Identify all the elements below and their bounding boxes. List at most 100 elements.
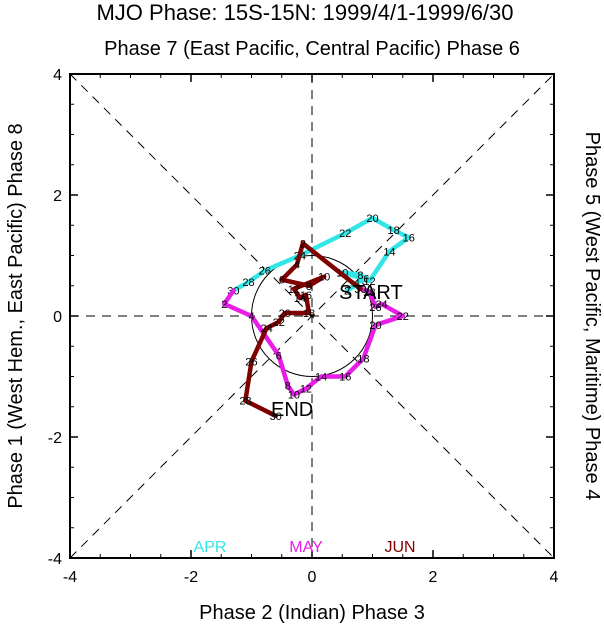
day-label: 4 [294,260,300,272]
day-label: 6 [279,275,285,287]
data-point [262,268,267,273]
day-label: 6 [276,350,282,362]
data-point [358,272,363,277]
day-label: 14 [294,293,306,305]
data-point [273,413,278,418]
series-line [243,241,363,419]
day-label: 22 [339,228,351,240]
data-point [297,295,302,300]
day-label: 12 [363,276,375,288]
day-label: 26 [245,356,257,368]
y-tick-label: 2 [53,188,62,205]
day-label: 16 [300,290,312,302]
data-point [364,276,369,281]
day-label: 28 [242,277,254,289]
day-label: 30 [270,411,282,423]
day-label: 22 [273,317,285,329]
data-point [285,383,290,388]
data-point [306,310,311,315]
data-point [222,301,227,306]
data-point [231,288,236,293]
day-label: 8 [306,281,312,293]
day-label: 28 [363,287,375,299]
x-tick-label: 2 [429,569,438,586]
legend-may: MAY [289,539,323,556]
day-label: 16 [339,372,351,384]
data-point [264,326,269,331]
x-tick-label: -4 [63,569,77,586]
x-tick-label: 4 [550,569,559,586]
day-label: 26 [259,266,271,278]
data-point [373,323,378,328]
data-point [306,283,311,288]
x-tick-label: -2 [184,569,198,586]
data-point [379,301,384,306]
day-label: 18 [303,308,315,320]
trajectory-series: 2468101214161820222426283024681012141618… [221,213,415,423]
day-label: 20 [366,213,378,225]
data-point [391,228,396,233]
day-label: 2 [221,299,227,311]
day-label: 14 [315,372,327,384]
data-point [343,374,348,379]
x-tick-label: 0 [308,569,317,586]
data-point [303,292,308,297]
day-label: 12 [288,284,300,296]
data-point [276,353,281,358]
data-point [343,231,348,236]
day-label: 10 [288,390,300,402]
data-point [387,249,392,254]
data-point [319,374,324,379]
day-label: 6 [363,273,369,285]
legend-jun: JUN [384,539,415,556]
day-label: 4 [248,311,254,323]
series-line [231,215,412,293]
right-axis-label: Phase 5 (West Pacific, Maritime) Phase 4 [581,132,603,501]
day-label: 12 [300,384,312,396]
plot-frame [69,73,555,559]
day-label: 24 [261,323,273,335]
data-point [246,280,251,285]
diagonal-guides [69,73,555,559]
data-point [322,274,327,279]
data-point [291,286,296,291]
day-label: 16 [403,232,415,244]
left-axis-label: Phase 1 (West Hem., East Pacific) Phase … [5,123,27,508]
top-axis-label: Phase 7 (East Pacific, Central Pacific) … [104,38,520,60]
data-point [282,310,287,315]
day-label: 8 [357,270,363,282]
end-label: END [271,399,313,421]
data-point [367,278,372,283]
data-point [300,241,305,246]
y-tick-label: -4 [48,551,62,568]
data-point [249,314,254,318]
y-tick-label: -2 [48,430,62,447]
data-point [406,235,411,240]
legend-apr: APR [194,539,227,556]
day-label: 28 [239,396,251,408]
day-label: 14 [383,246,395,258]
day-label: 18 [357,353,369,365]
day-label: 20 [279,308,291,320]
data-point [345,288,350,293]
data-point [294,262,299,267]
data-point [361,356,366,361]
bottom-axis-label: Phase 2 (Indian) Phase 3 [199,602,425,624]
data-point [279,277,284,282]
day-label: 26 [369,302,381,314]
data-point [373,304,378,309]
data-point [243,398,248,403]
day-label: 20 [369,320,381,332]
start-label: START [339,282,403,304]
data-point [367,289,372,294]
day-label: 24 [375,299,387,311]
data-point [249,359,254,364]
data-point [291,392,296,397]
y-tick-label: 4 [53,67,62,84]
y-tick-label: 0 [53,309,62,326]
day-label: 22 [397,311,409,323]
day-label: 10 [318,272,330,284]
data-point [370,215,375,220]
